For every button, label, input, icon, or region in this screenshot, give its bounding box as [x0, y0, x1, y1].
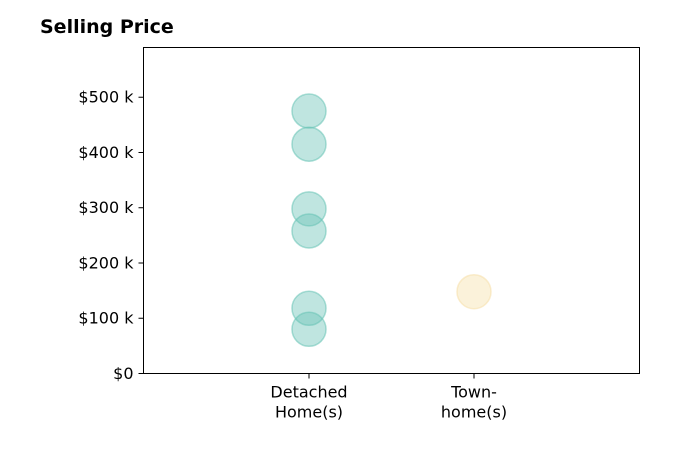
y-axis: $0 $100 k $200 k $300 k $400 k $500 k: [78, 88, 144, 383]
chart-marks: [291, 93, 492, 348]
data-point: [291, 290, 327, 327]
y-tick-label: $400 k: [78, 143, 134, 162]
data-point: [291, 311, 327, 348]
y-tick-label: $100 k: [78, 309, 134, 328]
data-point: [291, 93, 327, 129]
x-tick-label: Town-: [450, 383, 497, 402]
y-tick-label: $300 k: [78, 198, 134, 217]
y-tick-label: $0: [113, 364, 133, 383]
data-point: [291, 213, 327, 249]
data-point: [291, 191, 327, 227]
plot-frame: [143, 47, 640, 374]
y-tick-label: $200 k: [78, 253, 134, 272]
x-tick-label: Home(s): [275, 403, 343, 422]
chart-title: Selling Price: [40, 16, 174, 38]
x-tick-label: Detached: [270, 383, 347, 402]
data-point: [291, 126, 327, 162]
data-point: [456, 273, 492, 310]
y-tick-label: $500 k: [78, 88, 134, 107]
x-tick-label: home(s): [441, 403, 507, 422]
